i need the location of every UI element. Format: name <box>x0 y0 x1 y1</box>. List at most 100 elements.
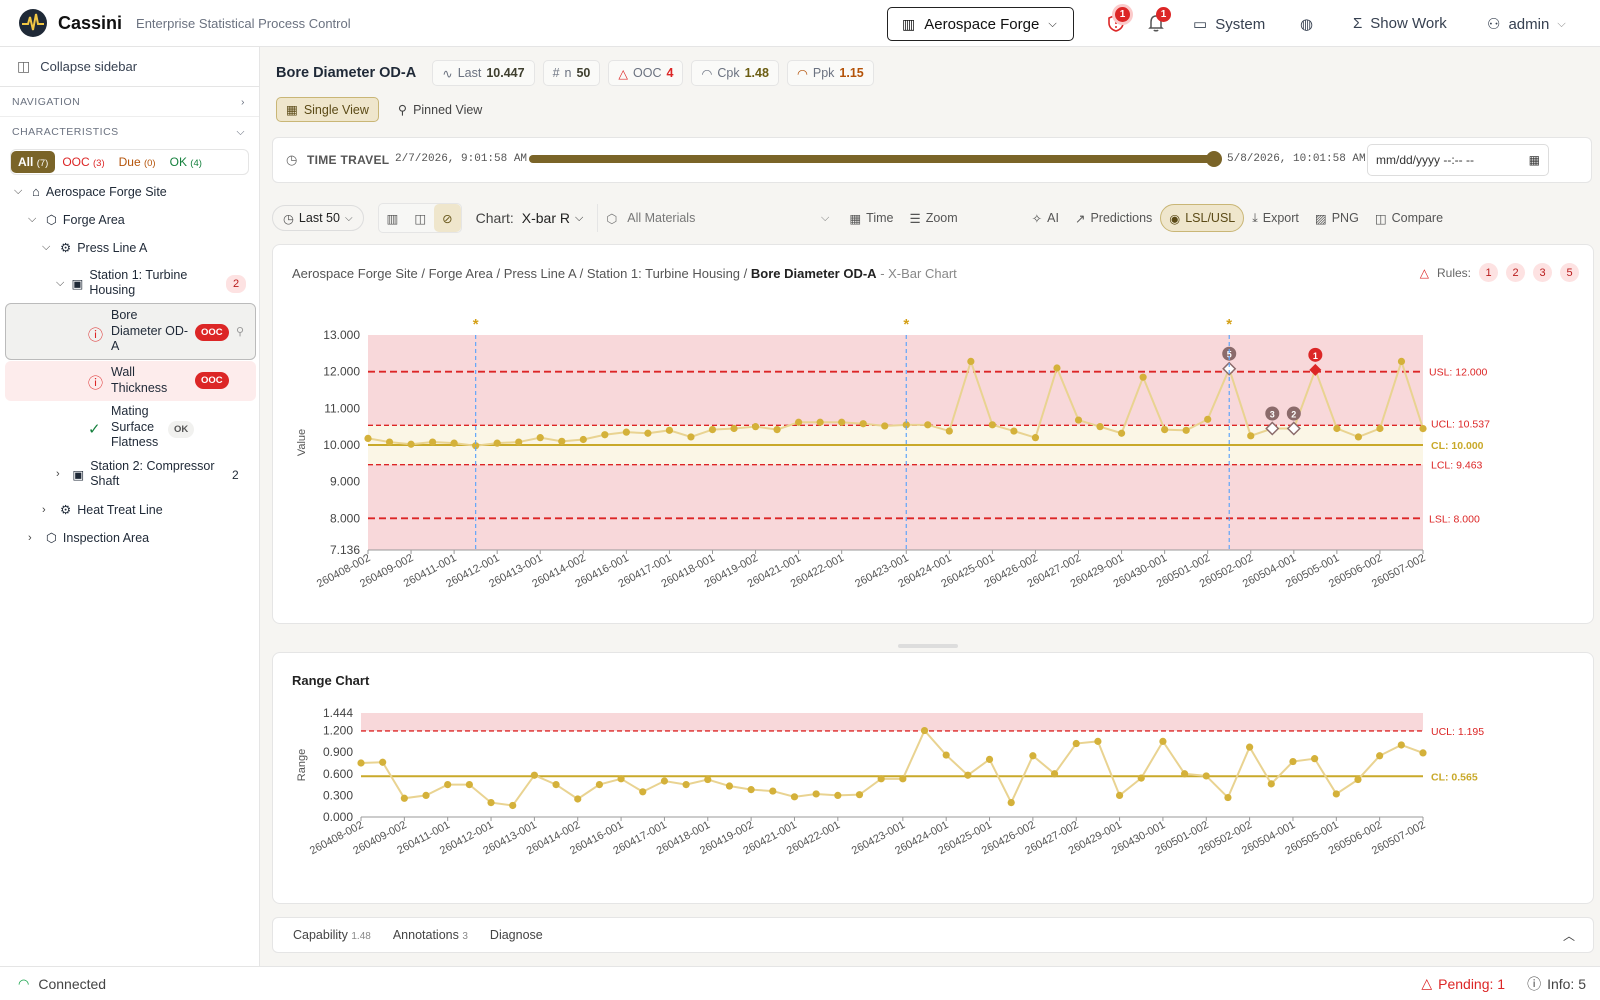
cl-label: CL: 0.565 <box>1431 771 1478 783</box>
time-button[interactable]: ▦ Time <box>841 204 901 232</box>
rule-badge-1[interactable]: 1 <box>1479 263 1498 282</box>
predictions-button[interactable]: ↗ Predictions <box>1067 204 1160 232</box>
filter-due[interactable]: Due (0) <box>112 151 163 173</box>
data-point <box>1397 357 1406 365</box>
violation-marker <box>1308 347 1323 362</box>
ai-button[interactable]: ✧ AI <box>1024 204 1067 232</box>
tab-diagnose[interactable]: Diagnose <box>490 928 543 942</box>
tab-capability[interactable]: Capability 1.48 <box>293 928 371 942</box>
range-chart[interactable]: 1.4441.2000.9000.6000.3000.000Range26040… <box>273 693 1593 903</box>
chevron-down-icon: ⌵ <box>1557 17 1566 30</box>
filter-all[interactable]: All (7) <box>11 151 56 173</box>
breadcrumb-path: Aerospace Forge Site / Forge Area / Pres… <box>292 266 751 281</box>
chart-type-select[interactable]: X-bar R ⌵ <box>514 204 592 232</box>
stat-cpk-label: Cpk <box>717 66 740 80</box>
data-point <box>1180 770 1189 778</box>
pending-status[interactable]: △ Pending: 1 <box>1421 975 1505 992</box>
globe-icon: ◍ <box>1300 16 1314 33</box>
data-point <box>1202 772 1210 780</box>
filter-ooc[interactable]: OOC (3) <box>55 151 111 173</box>
data-point <box>595 780 604 789</box>
time-travel-slider[interactable] <box>529 151 1222 167</box>
factory-icon: ⌂ <box>32 184 40 199</box>
filter-ok[interactable]: OK (4) <box>163 151 209 173</box>
language-button[interactable]: ◍ <box>1300 15 1313 33</box>
notifications-button[interactable]: 1 <box>1148 7 1171 35</box>
hash-icon: # <box>552 66 560 80</box>
violations-button[interactable]: 1 <box>1108 7 1130 35</box>
tree-item-station1[interactable]: ⌵ ▣ Station 1: Turbine Housing <box>56 268 206 298</box>
gauge-icon: ◠ <box>796 66 808 81</box>
tab-single-view[interactable]: ▦ Single View <box>276 97 379 122</box>
single-view-label: Single View <box>303 102 369 117</box>
data-point-violation <box>1309 363 1322 376</box>
stat-cpk-value: 1.48 <box>744 66 769 80</box>
chevron-down-icon: ⌵ <box>236 125 245 138</box>
y-tick-label: 12.000 <box>323 365 360 379</box>
logo[interactable]: Cassini Enterprise Statistical Process C… <box>18 8 351 38</box>
compare-label: Compare <box>1391 211 1444 225</box>
user-menu[interactable]: ⚇ admin ⌵ <box>1487 15 1566 34</box>
data-point <box>407 440 415 448</box>
connection-status: Connected <box>38 975 107 992</box>
tree-item-area[interactable]: ⌵ ⬡ Forge Area <box>28 212 125 228</box>
eye-off-icon[interactable]: ⊘ <box>434 204 461 232</box>
calendar-icon: ▦ <box>1528 153 1540 167</box>
bar-chart-icon[interactable]: ▥ <box>386 211 399 226</box>
sigma-icon: Σ <box>1353 15 1363 32</box>
tree-label-inspection: Inspection Area <box>62 530 150 545</box>
data-point <box>920 726 929 735</box>
materials-select[interactable]: ⬡ All Materials ⌵ <box>597 204 837 232</box>
filter-due-count: (0) <box>143 158 156 169</box>
data-point <box>665 426 674 434</box>
out-of-control-zone <box>361 713 1423 731</box>
tree-item-heat-treat[interactable]: › ⚙ Heat Treat Line <box>42 502 163 518</box>
y-tick-label: 11.000 <box>324 401 360 415</box>
data-point <box>725 782 734 790</box>
chevron-down-icon: ⌵ <box>575 211 584 224</box>
split-view-icon[interactable]: ◫ <box>414 211 427 226</box>
lsl-usl-toggle[interactable]: ◉ LSL/USL <box>1160 204 1245 232</box>
rule-badge-3[interactable]: 3 <box>1533 263 1552 282</box>
stat-n-label: n <box>564 66 572 80</box>
zoom-button[interactable]: ☰ Zoom <box>901 204 965 232</box>
tree-item-line[interactable]: ⌵ ⚙ Press Line A <box>42 240 147 256</box>
tree-item-station2[interactable]: › ▣ Station 2: Compressor Shaft <box>56 459 226 489</box>
show-work-button[interactable]: Σ Show Work <box>1353 15 1447 32</box>
data-point <box>1247 432 1255 440</box>
data-point <box>660 777 669 785</box>
data-point <box>1376 752 1384 760</box>
compare-button[interactable]: ◫ Compare <box>1367 204 1451 232</box>
plant-selector[interactable]: ▥ Aerospace Forge ⌵ <box>887 7 1074 41</box>
system-button[interactable]: ▭ System <box>1193 15 1265 34</box>
chevron-down-icon: ⌵ <box>14 185 23 197</box>
xbar-chart[interactable]: 13.000 12.000 11.000 10.000 9.000 8.000 7.136 V… <box>273 285 1593 625</box>
notifications-badge: 1 <box>1156 7 1171 22</box>
tree-item-site[interactable]: ⌵ ⌂ Aerospace Forge Site <box>14 184 167 199</box>
pin-icon[interactable]: ⚲ <box>236 326 245 338</box>
rule-badge-2[interactable]: 2 <box>1506 263 1525 282</box>
collapse-sidebar-button[interactable]: ◫ Collapse sidebar <box>0 47 259 87</box>
range-selector[interactable]: ◷ Last 50 ⌵ <box>272 205 364 231</box>
data-point <box>834 791 842 799</box>
series-line <box>360 728 1424 807</box>
navigation-section[interactable]: NAVIGATION › <box>0 87 259 117</box>
data-point <box>1161 425 1169 434</box>
tab-pinned-view[interactable]: ⚲ Pinned View <box>389 97 491 122</box>
time-travel-date-input[interactable]: mm/dd/yyyy --:-- -- ▦ <box>1367 144 1549 176</box>
time-travel-thumb[interactable] <box>1206 151 1222 167</box>
tree-item-inspection[interactable]: › ⬡ Inspection Area <box>28 530 150 546</box>
characteristics-section[interactable]: CHARACTERISTICS ⌵ <box>0 117 259 147</box>
data-point <box>515 438 523 446</box>
info-status[interactable]: ⓘ Info: 5 <box>1527 974 1586 994</box>
chevron-up-icon[interactable]: ︿ <box>1562 928 1575 943</box>
stat-ooc-value: 4 <box>666 66 674 80</box>
export-button[interactable]: ⤓ Export <box>1244 204 1307 232</box>
time-travel-start: 2/7/2026, 9:01:58 AM <box>395 153 528 165</box>
data-point <box>708 425 717 434</box>
png-button[interactable]: ▨ PNG <box>1307 204 1367 232</box>
rule-badge-5[interactable]: 5 <box>1560 263 1579 282</box>
resize-handle[interactable] <box>898 644 958 648</box>
filter-ooc-label: OOC <box>62 155 90 169</box>
tab-annotations[interactable]: Annotations 3 <box>393 928 468 942</box>
